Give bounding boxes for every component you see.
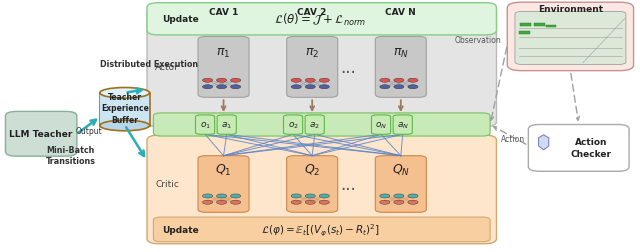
Circle shape: [305, 200, 316, 204]
FancyBboxPatch shape: [154, 217, 490, 242]
Circle shape: [202, 200, 212, 204]
Text: Environment: Environment: [538, 5, 603, 14]
Text: Mini-Batch
Transitions: Mini-Batch Transitions: [46, 146, 96, 166]
FancyBboxPatch shape: [147, 136, 497, 244]
Circle shape: [291, 194, 301, 198]
FancyBboxPatch shape: [147, 4, 497, 36]
FancyBboxPatch shape: [375, 156, 426, 212]
Circle shape: [230, 85, 241, 89]
Text: $a_1$: $a_1$: [221, 120, 232, 130]
Circle shape: [394, 200, 404, 204]
FancyBboxPatch shape: [287, 37, 338, 98]
Bar: [520, 24, 531, 27]
Circle shape: [380, 194, 390, 198]
FancyBboxPatch shape: [284, 115, 303, 135]
Text: Observation: Observation: [454, 36, 501, 45]
Circle shape: [408, 85, 418, 89]
Bar: [534, 24, 545, 27]
Circle shape: [305, 85, 316, 89]
Text: $o_1$: $o_1$: [200, 120, 211, 130]
FancyBboxPatch shape: [195, 115, 214, 135]
Ellipse shape: [100, 88, 150, 99]
Text: $\pi_1$: $\pi_1$: [216, 47, 230, 60]
Circle shape: [319, 79, 330, 83]
Circle shape: [408, 200, 418, 204]
Text: $Q_2$: $Q_2$: [304, 163, 321, 178]
Circle shape: [394, 194, 404, 198]
Bar: [545, 25, 556, 28]
Text: Output: Output: [76, 127, 102, 136]
Circle shape: [202, 79, 212, 83]
Circle shape: [291, 85, 301, 89]
Circle shape: [319, 194, 330, 198]
Text: $Q_N$: $Q_N$: [392, 163, 410, 178]
Bar: [519, 32, 530, 35]
Text: Action
Checker: Action Checker: [570, 138, 611, 159]
Text: $o_N$: $o_N$: [375, 120, 387, 130]
Circle shape: [319, 85, 330, 89]
FancyBboxPatch shape: [508, 3, 634, 71]
Circle shape: [230, 200, 241, 204]
Circle shape: [202, 194, 212, 198]
Circle shape: [216, 194, 227, 198]
Text: CAV 2: CAV 2: [298, 8, 327, 16]
Text: Update: Update: [163, 15, 199, 24]
FancyBboxPatch shape: [529, 125, 629, 172]
Circle shape: [291, 200, 301, 204]
Text: Action: Action: [501, 135, 525, 143]
FancyBboxPatch shape: [217, 115, 236, 135]
Text: ...: ...: [340, 175, 356, 193]
Text: LLM Teacher: LLM Teacher: [10, 130, 73, 139]
FancyBboxPatch shape: [393, 115, 412, 135]
Text: $a_2$: $a_2$: [309, 120, 320, 130]
Text: CAV 1: CAV 1: [209, 8, 238, 16]
Text: $\mathcal{L}(\theta) = \mathcal{J} + \mathcal{L}_{norm}$: $\mathcal{L}(\theta) = \mathcal{J} + \ma…: [275, 12, 367, 28]
Text: $\pi_N$: $\pi_N$: [393, 47, 409, 60]
Bar: [100, 94, 149, 125]
Text: $a_N$: $a_N$: [397, 120, 409, 130]
Circle shape: [408, 194, 418, 198]
Circle shape: [305, 79, 316, 83]
Circle shape: [408, 79, 418, 83]
FancyBboxPatch shape: [198, 156, 249, 212]
FancyBboxPatch shape: [371, 115, 390, 135]
FancyBboxPatch shape: [305, 115, 324, 135]
Circle shape: [216, 79, 227, 83]
FancyBboxPatch shape: [198, 37, 249, 98]
Circle shape: [380, 200, 390, 204]
Circle shape: [230, 79, 241, 83]
Circle shape: [394, 85, 404, 89]
Bar: [100, 93, 150, 126]
Text: Actor: Actor: [156, 63, 179, 72]
Circle shape: [216, 85, 227, 89]
FancyBboxPatch shape: [375, 37, 426, 98]
Circle shape: [291, 79, 301, 83]
Circle shape: [380, 79, 390, 83]
Ellipse shape: [100, 121, 150, 131]
FancyBboxPatch shape: [287, 156, 338, 212]
Text: CAV N: CAV N: [385, 8, 416, 16]
Circle shape: [319, 200, 330, 204]
FancyBboxPatch shape: [515, 12, 626, 65]
Circle shape: [202, 85, 212, 89]
Circle shape: [394, 79, 404, 83]
Text: $o_2$: $o_2$: [287, 120, 298, 130]
Text: $\pi_2$: $\pi_2$: [305, 47, 319, 60]
Circle shape: [305, 194, 316, 198]
Text: Update: Update: [163, 225, 199, 234]
Circle shape: [230, 194, 241, 198]
FancyBboxPatch shape: [147, 7, 497, 127]
Text: Distributed Execution: Distributed Execution: [100, 60, 198, 69]
Text: ...: ...: [340, 59, 356, 77]
Text: $\mathcal{L}(\varphi) = \mathbb{E}_t[(V_\varphi(s_t) - R_t)^2]$: $\mathcal{L}(\varphi) = \mathbb{E}_t[(V_…: [261, 222, 380, 238]
FancyBboxPatch shape: [6, 112, 77, 156]
Text: Critic: Critic: [156, 180, 179, 189]
Text: Teacher
Experience
Buffer: Teacher Experience Buffer: [100, 92, 148, 124]
Circle shape: [380, 85, 390, 89]
Circle shape: [216, 200, 227, 204]
Text: $Q_1$: $Q_1$: [215, 163, 232, 178]
Polygon shape: [538, 135, 548, 150]
FancyBboxPatch shape: [154, 113, 490, 137]
